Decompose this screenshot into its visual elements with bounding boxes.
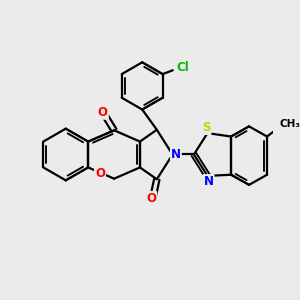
- Text: O: O: [146, 192, 156, 205]
- Text: O: O: [95, 167, 105, 180]
- Text: S: S: [202, 121, 211, 134]
- Text: CH₃: CH₃: [280, 119, 300, 129]
- Text: O: O: [98, 106, 108, 119]
- Text: Cl: Cl: [176, 61, 189, 74]
- Text: N: N: [171, 148, 181, 161]
- Text: N: N: [204, 175, 214, 188]
